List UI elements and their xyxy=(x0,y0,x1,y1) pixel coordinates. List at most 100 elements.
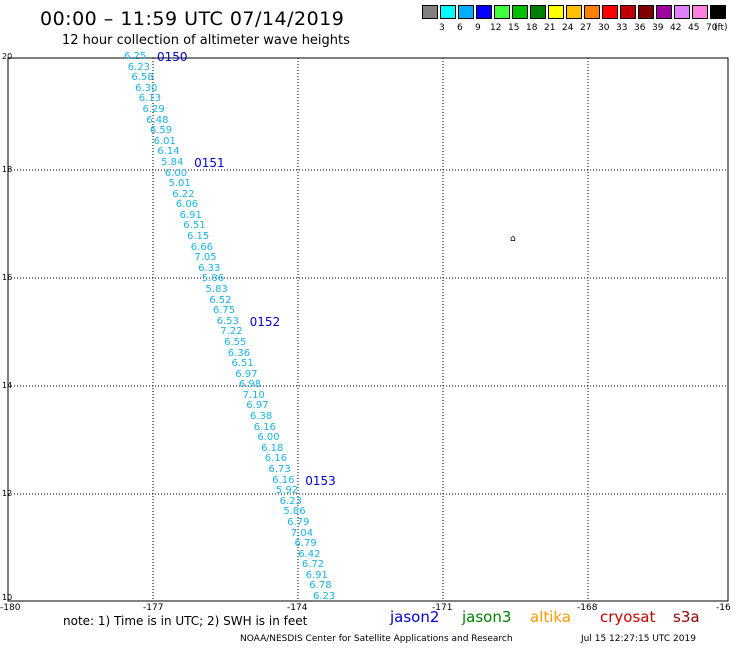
wave-height-value: 6.79 xyxy=(287,516,310,528)
wave-height-value: 6.38 xyxy=(250,411,273,422)
time-label: 0150 xyxy=(157,50,188,64)
wave-height-value: 6.29 xyxy=(142,103,165,115)
longitude-label: -180 xyxy=(0,603,21,613)
wave-height-value: 6.14 xyxy=(157,146,180,158)
legend-label: 33 xyxy=(616,23,628,33)
legend-unit: (ft) xyxy=(714,23,728,33)
longitude-label: -174 xyxy=(287,603,308,613)
wave-height-value: 5.86 xyxy=(283,506,306,518)
wave-height-value: 6.15 xyxy=(187,231,210,242)
wave-height-value: 5.83 xyxy=(205,283,228,295)
longitude-label: -168 xyxy=(577,603,598,613)
legend-swatch xyxy=(584,5,600,19)
wave-height-value: 6.00 xyxy=(257,432,280,444)
legend-label: 27 xyxy=(580,23,592,33)
legend-label: 18 xyxy=(526,23,538,33)
map-frame xyxy=(7,57,729,602)
wave-height-value: 6.53 xyxy=(216,315,239,327)
wave-height-value: 6.52 xyxy=(209,294,232,306)
satellite-altika: altika xyxy=(530,608,572,626)
map-grid xyxy=(8,58,728,601)
legend-label: 3 xyxy=(439,23,445,33)
time-label: 0151 xyxy=(194,155,225,170)
wave-height-value: 6.66 xyxy=(190,241,213,253)
wave-height-value: 6.73 xyxy=(268,463,291,475)
wave-height-value: 6.58 xyxy=(131,72,154,84)
wave-height-value: 6.72 xyxy=(301,559,325,571)
latitude-label: 20 xyxy=(2,52,13,61)
legend-swatch xyxy=(440,5,456,19)
legend-swatch xyxy=(512,5,528,19)
wave-height-value: 6.30 xyxy=(135,82,158,94)
legend-swatch xyxy=(710,5,726,19)
time-label: 0152 xyxy=(249,314,281,329)
wave-height-value: 6.78 xyxy=(309,580,332,592)
wave-height-value: 6.91 xyxy=(179,209,202,221)
wave-height-value: 6.97 xyxy=(235,368,258,380)
wave-height-value: 6.55 xyxy=(224,336,247,348)
legend-swatch xyxy=(602,5,618,19)
wave-height-value: 6.48 xyxy=(146,114,169,126)
wave-height-value: 6.16 xyxy=(253,421,276,433)
wave-height-value: 6.23 xyxy=(127,61,150,73)
wave-height-value: 5.84 xyxy=(161,156,184,168)
wave-height-value: 6.18 xyxy=(261,442,284,454)
satellite-cryosat: cryosat xyxy=(600,608,656,626)
legend-swatch xyxy=(422,5,438,19)
legend-label: 42 xyxy=(670,23,682,33)
wave-height-value: 6.16 xyxy=(264,453,288,465)
legend-swatch xyxy=(530,5,546,19)
wave-height-value: 6.23 xyxy=(313,591,336,602)
legend-swatch xyxy=(458,5,474,19)
wave-height-value: 6.25 xyxy=(124,51,147,62)
page-subtitle: 12 hour collection of altimeter wave hei… xyxy=(62,33,350,48)
page-title: 00:00 – 11:59 UTC 07/14/2019 xyxy=(40,8,345,30)
wave-height-value: 6.16 xyxy=(272,474,295,486)
footer-credit: NOAA/NESDIS Center for Satellite Applica… xyxy=(240,634,513,644)
wave-height-value: 6.42 xyxy=(298,548,321,560)
legend-swatch xyxy=(566,5,582,19)
wave-height-value: 5.86 xyxy=(201,273,225,285)
wave-height-value: 6.36 xyxy=(227,347,251,359)
wave-height-value: 5.92 xyxy=(275,485,299,497)
wave-height-value: 6.00 xyxy=(164,167,188,179)
latitude-label: 16 xyxy=(2,273,13,282)
wave-height-value: 6.23 xyxy=(279,495,302,507)
wave-height-value: 6.79 xyxy=(294,538,317,550)
legend-label: 30 xyxy=(598,23,610,33)
legend-swatch xyxy=(692,5,708,19)
longitude-label: -16 xyxy=(716,603,731,613)
legend-label: 15 xyxy=(508,23,520,33)
legend-label: 45 xyxy=(688,23,700,33)
wave-height-value: 6.98 xyxy=(238,379,262,391)
satellite-jason3: jason3 xyxy=(462,608,512,626)
satellite-s3a: s3a xyxy=(673,608,700,626)
wave-height-value: 6.22 xyxy=(172,188,195,200)
legend-label: 36 xyxy=(634,23,646,33)
longitude-label: -171 xyxy=(432,603,453,613)
longitude-label: -177 xyxy=(143,603,164,613)
island-symbol: ⌂ xyxy=(510,234,516,244)
legend-swatch xyxy=(656,5,672,19)
wave-height-value: 6.51 xyxy=(183,220,206,232)
wave-height-value: 6.06 xyxy=(175,199,199,211)
time-label: 0153 xyxy=(305,473,336,488)
wave-height-value: 6.75 xyxy=(212,305,236,317)
legend-swatch xyxy=(638,5,654,19)
legend-swatch xyxy=(620,5,636,19)
legend-swatch xyxy=(476,5,492,19)
wave-height-value: 6.01 xyxy=(153,135,176,147)
legend-swatch xyxy=(548,5,564,19)
wave-height-value: 6.91 xyxy=(305,569,328,581)
wave-height-value: 6.97 xyxy=(246,400,269,412)
legend-label: 21 xyxy=(544,23,556,33)
legend-label: 9 xyxy=(475,23,481,33)
wave-height-value: 6.13 xyxy=(138,93,162,105)
legend-label: 6 xyxy=(457,23,463,33)
legend-label: 12 xyxy=(490,23,502,33)
wave-height-value: 6.51 xyxy=(231,358,254,370)
wave-height-value: 6.59 xyxy=(149,125,173,137)
wave-height-value: 6.33 xyxy=(198,262,221,274)
wave-height-value: 7.04 xyxy=(290,527,314,539)
